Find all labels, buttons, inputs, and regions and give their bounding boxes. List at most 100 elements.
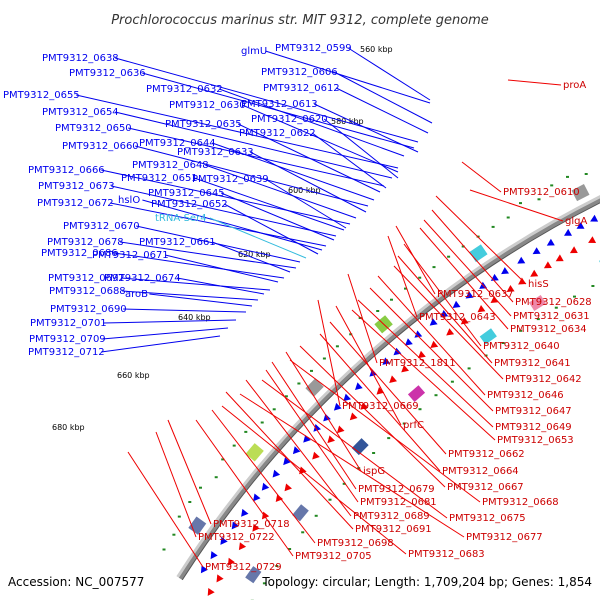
gene-label[interactable]: PMT9312_0642 [505, 374, 582, 385]
gene-label[interactable]: PMT9312_0718 [213, 519, 290, 530]
gene-label[interactable]: PMT9312_0610 [503, 187, 580, 198]
gene-label[interactable]: PMT9312_0709 [29, 334, 106, 345]
gene-label[interactable]: PMT9312_0613 [241, 99, 318, 110]
gene-label[interactable]: glgA [565, 216, 587, 227]
gene-label[interactable]: prfC [403, 420, 424, 431]
gene-label[interactable]: PMT9312_0606 [261, 67, 338, 78]
gene-label[interactable]: PMT9312_0677 [466, 532, 543, 543]
gene-label[interactable]: PMT9312_0674 [104, 273, 181, 284]
label-leader-line [155, 431, 197, 538]
label-leader-line [387, 235, 418, 318]
reverse-strand-feature [231, 521, 239, 530]
gene-label[interactable]: PMT9312_0643 [419, 312, 496, 323]
reverse-strand-feature [465, 291, 474, 299]
gene-label[interactable]: PMT9312_0661 [139, 237, 216, 248]
gene-label[interactable]: PMT9312_0612 [263, 83, 340, 94]
gene-label[interactable]: PMT9312_0653 [497, 435, 574, 446]
gene-label[interactable]: PMT9312_0638 [42, 53, 119, 64]
gene-label[interactable]: PMT9312_0683 [408, 549, 485, 560]
analysis-track-block [188, 516, 207, 535]
gene-label[interactable]: PMT9312_0705 [295, 551, 372, 562]
gene-label[interactable]: PMT9312_0729 [205, 562, 282, 573]
gene-label[interactable]: hisS [528, 279, 549, 290]
gene-label[interactable]: PMT9312_0701 [30, 318, 107, 329]
gene-label[interactable]: PMT9312_0647 [495, 406, 572, 417]
gene-label[interactable]: proA [563, 80, 586, 91]
gene-label[interactable]: PMT9312_0689 [353, 511, 430, 522]
gene-label[interactable]: PMT9312_0670 [63, 221, 140, 232]
gene-label[interactable]: PMT9312_0622 [239, 128, 316, 139]
gene-label[interactable]: PMT9312_0678 [47, 237, 124, 248]
gene-label[interactable]: glmU [241, 46, 267, 57]
gene-label[interactable]: hslO [118, 195, 140, 206]
gene-label[interactable]: PMT9312_0668 [482, 497, 559, 508]
gene-label[interactable]: PMT9312_1811 [379, 358, 456, 369]
label-leader-line [114, 252, 285, 279]
gene-label[interactable]: PMT9312_0675 [449, 513, 526, 524]
label-leader-line [507, 79, 562, 86]
gene-label[interactable]: PMT9312_0672 [37, 198, 114, 209]
gene-label[interactable]: PMT9312_0667 [447, 482, 524, 493]
gene-label[interactable]: tRNA-Ser4 [155, 213, 207, 224]
gene-label[interactable]: PMT9312_0660 [62, 141, 139, 152]
gene-label[interactable]: PMT9312_0655 [3, 90, 80, 101]
gene-label[interactable]: PMT9312_0679 [358, 484, 435, 495]
label-leader-line [123, 308, 247, 313]
gene-label[interactable]: PMT9312_0669 [342, 401, 419, 412]
gc-track-dot [434, 394, 438, 397]
analysis-track-block [245, 443, 264, 462]
reverse-strand-feature [414, 330, 423, 338]
gene-label[interactable]: PMT9312_0633 [177, 147, 254, 158]
gene-label[interactable]: PMT9312_0646 [487, 390, 564, 401]
label-leader-line [264, 178, 347, 229]
gene-label[interactable]: PMT9312_0671 [92, 250, 169, 261]
scale-tick-label: 660 kbp [117, 371, 150, 380]
gene-label[interactable]: PMT9312_0649 [495, 422, 572, 433]
analysis-track-block [528, 295, 547, 311]
gene-label[interactable]: PMT9312_0722 [198, 532, 275, 543]
gene-label[interactable]: PMT9312_0637 [437, 289, 514, 300]
gene-label[interactable]: PMT9312_0690 [50, 304, 127, 315]
gene-label[interactable]: PMT9312_0631 [513, 311, 590, 322]
gc-track-dot [199, 486, 202, 489]
gene-label[interactable]: PMT9312_0692 [48, 273, 125, 284]
gene-label[interactable]: PMT9312_0639 [192, 174, 269, 185]
gene-label[interactable]: PMT9312_0648 [132, 160, 209, 171]
gene-label[interactable]: PMT9312_0644 [139, 138, 216, 149]
gene-label[interactable]: PMT9312_0641 [494, 358, 571, 369]
gene-label[interactable]: PMT9312_0662 [448, 449, 525, 460]
gene-label[interactable]: PMT9312_0688 [49, 286, 126, 297]
gene-label[interactable]: PMT9312_0630 [169, 100, 246, 111]
gene-label[interactable]: PMT9312_0712 [28, 347, 105, 358]
gene-label[interactable]: PMT9312_0691 [355, 524, 432, 535]
gene-label[interactable]: ispG [363, 466, 385, 477]
gene-label[interactable]: PMT9312_0636 [69, 68, 146, 79]
reverse-strand-feature [382, 357, 391, 365]
gene-label[interactable]: PMT9312_0652 [151, 199, 228, 210]
gene-label[interactable]: PMT9312_0664 [442, 466, 519, 477]
gc-track-dot [418, 408, 422, 411]
gene-label[interactable]: PMT9312_0634 [510, 324, 587, 335]
gene-label[interactable]: PMT9312_0635 [165, 119, 242, 130]
gene-label[interactable]: PMT9312_0632 [146, 84, 223, 95]
gene-label[interactable]: PMT9312_0673 [38, 181, 115, 192]
gene-label[interactable]: PMT9312_0686 [41, 248, 118, 259]
gene-label[interactable]: PMT9312_0645 [148, 188, 225, 199]
label-leader-line [271, 361, 357, 490]
label-leader-line [205, 164, 357, 219]
gene-label[interactable]: PMT9312_0681 [360, 497, 437, 508]
gene-label[interactable]: PMT9312_0628 [515, 297, 592, 308]
gene-label[interactable]: PMT9312_0599 [275, 43, 352, 54]
label-leader-line [121, 277, 271, 291]
gene-label[interactable]: PMT9312_0651 [121, 173, 198, 184]
gene-label[interactable]: PMT9312_0650 [55, 123, 132, 134]
gene-label[interactable]: PMT9312_0654 [42, 107, 119, 118]
gene-label[interactable]: PMT9312_0620 [251, 114, 328, 125]
gc-track-dot [232, 444, 236, 447]
gene-label[interactable]: PMT9312_0698 [317, 538, 394, 549]
gene-label[interactable]: PMT9312_0640 [483, 341, 560, 352]
gene-label[interactable]: aroB [125, 289, 148, 300]
gene-label[interactable]: PMT9312_0666 [28, 165, 105, 176]
forward-strand-feature [207, 588, 215, 596]
